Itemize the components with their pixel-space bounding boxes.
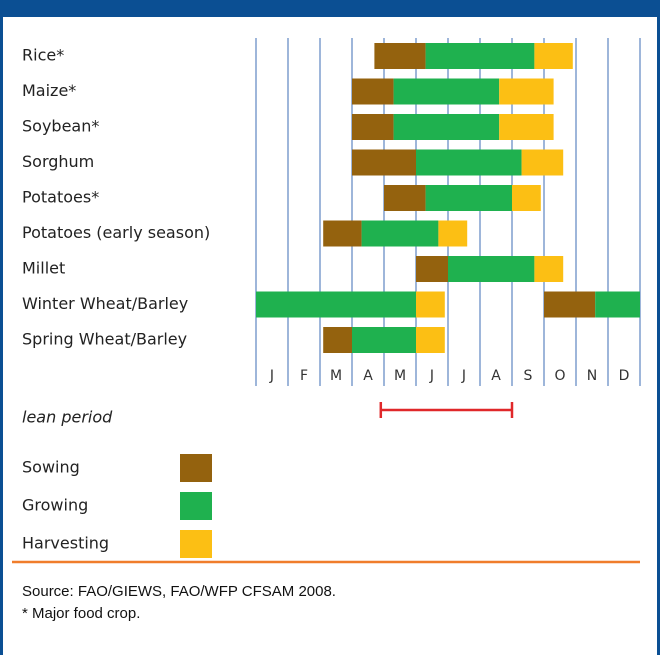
bar-segment: [512, 185, 541, 211]
bar-segment: [323, 327, 352, 353]
annotation-label: lean period: [22, 408, 113, 427]
legend-swatch: [180, 492, 212, 520]
x-tick-label: O: [554, 368, 565, 384]
right-border: [657, 0, 660, 655]
x-tick-label: J: [429, 368, 434, 384]
row-label: Soybean*: [22, 117, 99, 136]
bar-segment: [416, 327, 445, 353]
row-label: Spring Wheat/Barley: [22, 330, 187, 349]
bar-segment: [438, 220, 468, 247]
left-border: [0, 0, 3, 655]
legend-label: Sowing: [22, 458, 80, 477]
x-tick-label: S: [524, 368, 533, 384]
bar-segment: [534, 43, 573, 69]
x-tick-label: A: [363, 368, 373, 384]
legend-label: Harvesting: [22, 534, 109, 553]
bar-segment: [374, 43, 426, 69]
x-tick-label: A: [491, 368, 501, 384]
bar-segment: [595, 291, 640, 318]
x-tick-label: M: [394, 368, 406, 384]
bar-segment: [352, 327, 416, 353]
bar-segment: [416, 149, 522, 176]
bar-segment: [416, 256, 448, 282]
bar-segment: [448, 256, 535, 282]
bar-segment: [393, 114, 500, 140]
legend-label: Growing: [22, 496, 88, 515]
bar-segment: [256, 291, 416, 318]
bar-segment: [521, 149, 564, 176]
bar-segment: [425, 43, 535, 69]
legend-swatch: [180, 530, 212, 558]
bar-segment: [384, 185, 426, 211]
x-tick-label: N: [587, 368, 597, 384]
x-tick-label: J: [461, 368, 466, 384]
bar-segment: [544, 291, 596, 318]
row-label: Maize*: [22, 81, 76, 100]
row-label: Rice*: [22, 46, 64, 65]
bar-segment: [499, 78, 554, 105]
row-label: Potatoes (early season): [22, 223, 210, 242]
bar-segment: [393, 78, 500, 105]
bar-segment: [352, 78, 394, 105]
x-tick-label: F: [300, 368, 308, 384]
note: * Major food crop.: [22, 605, 140, 622]
bar-segment: [352, 149, 416, 176]
bar-segment: [499, 114, 554, 140]
legend-swatch: [180, 454, 212, 482]
bar-segment: [352, 114, 394, 140]
bar-segment: [425, 185, 512, 211]
bar-segment: [361, 220, 439, 247]
row-label: Millet: [22, 259, 65, 278]
x-tick-label: D: [619, 368, 630, 384]
top-banner: [0, 0, 660, 17]
bar-segment: [323, 220, 362, 247]
x-tick-label: M: [330, 368, 342, 384]
row-label: Sorghum: [22, 152, 94, 171]
bar-segment: [534, 256, 564, 282]
x-tick-label: J: [269, 368, 274, 384]
row-label: Potatoes*: [22, 188, 99, 207]
row-label: Winter Wheat/Barley: [22, 294, 188, 313]
source: Source: FAO/GIEWS, FAO/WFP CFSAM 2008.: [22, 583, 336, 600]
bar-segment: [416, 291, 445, 318]
